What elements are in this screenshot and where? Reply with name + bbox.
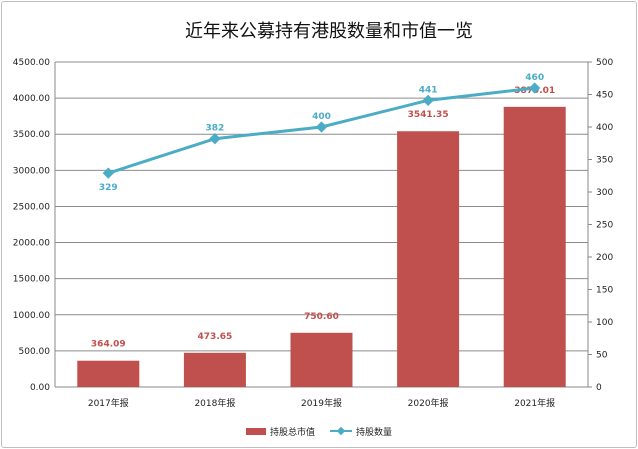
legend-swatch-market-value bbox=[246, 428, 266, 435]
bar bbox=[183, 352, 246, 387]
y-right-tick-label: 400 bbox=[596, 123, 613, 133]
y-right-tick-label: 100 bbox=[596, 318, 613, 328]
y-left-tick-label: 1500.00 bbox=[13, 275, 50, 285]
bar bbox=[77, 360, 140, 387]
y-left-tick-label: 0.00 bbox=[30, 383, 50, 393]
y-left-tick-label: 2000.00 bbox=[13, 239, 50, 249]
y-right-tick-label: 250 bbox=[596, 221, 613, 231]
y-right-tick-label: 150 bbox=[596, 286, 613, 296]
bar-data-label: 473.65 bbox=[198, 332, 233, 342]
y-right-tick-label: 0 bbox=[596, 383, 602, 393]
bar-data-label: 364.09 bbox=[91, 340, 126, 350]
line-marker bbox=[422, 94, 434, 107]
y-left-tick-label: 500.00 bbox=[19, 347, 51, 357]
bar bbox=[397, 131, 460, 387]
line-data-label: 382 bbox=[206, 124, 225, 134]
legend-label-holdings: 持股数量 bbox=[356, 426, 392, 438]
x-tick-label: 2018年报 bbox=[194, 397, 235, 409]
bar-data-label: 750.60 bbox=[304, 312, 339, 322]
x-tick-label: 2019年报 bbox=[301, 397, 342, 409]
x-tick-label: 2017年报 bbox=[88, 397, 129, 409]
x-tick-label: 2020年报 bbox=[408, 397, 449, 409]
y-right-tick-label: 500 bbox=[596, 58, 613, 68]
y-left-tick-label: 4500.00 bbox=[13, 58, 50, 68]
y-right-tick-label: 350 bbox=[596, 156, 613, 166]
chart-title: 近年来公募持有港股数量和市值一览 bbox=[185, 21, 473, 42]
line-marker bbox=[102, 167, 114, 179]
y-left-tick-label: 4000.00 bbox=[13, 94, 50, 104]
y-right-tick-label: 300 bbox=[596, 188, 613, 198]
y-right-tick-label: 450 bbox=[596, 91, 613, 101]
y-right-tick-label: 200 bbox=[596, 253, 613, 263]
x-tick-label: 2021年报 bbox=[514, 397, 555, 409]
line-marker bbox=[315, 121, 328, 133]
y-left-tick-label: 3500.00 bbox=[13, 130, 50, 140]
line-data-label: 329 bbox=[99, 183, 118, 193]
line-data-label: 441 bbox=[419, 85, 438, 95]
y-left-tick-label: 3000.00 bbox=[13, 166, 50, 176]
line-data-label: 400 bbox=[312, 112, 331, 122]
bar bbox=[503, 106, 566, 388]
y-right-tick-label: 50 bbox=[596, 351, 608, 361]
legend-marker-holdings bbox=[336, 426, 346, 436]
line-marker bbox=[209, 133, 221, 145]
legend: 持股总市值 持股数量 bbox=[246, 426, 392, 438]
legend-label-market-value: 持股总市值 bbox=[270, 426, 315, 438]
y-left-tick-label: 1000.00 bbox=[13, 311, 50, 321]
line-data-label: 460 bbox=[525, 73, 544, 83]
bar-data-label: 3541.35 bbox=[408, 110, 449, 120]
y-left-tick-label: 2500.00 bbox=[13, 202, 50, 212]
bar bbox=[290, 332, 353, 387]
